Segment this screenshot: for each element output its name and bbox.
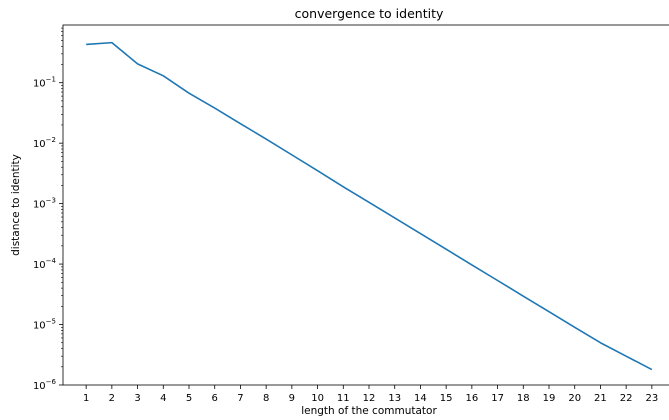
x-tick-label: 15	[440, 393, 453, 404]
x-tick-label: 1	[83, 393, 89, 404]
x-tick-label: 9	[289, 393, 295, 404]
y-tick-label: 10−6	[33, 378, 57, 392]
y-tick-label: 10−3	[33, 197, 56, 211]
x-tick-label: 4	[160, 393, 166, 404]
x-tick-label: 8	[263, 393, 269, 404]
y-tick-label: 10−4	[33, 257, 57, 271]
x-tick-label: 2	[109, 393, 115, 404]
x-tick-label: 17	[491, 393, 504, 404]
plot-frame	[62, 24, 669, 386]
x-tick-label: 12	[363, 393, 376, 404]
series-line	[86, 41, 653, 371]
x-tick-label: 19	[543, 393, 556, 404]
x-tick-label: 21	[594, 393, 607, 404]
x-axis-label: length of the commutator	[301, 405, 437, 417]
x-tick-label: 11	[337, 393, 350, 404]
x-tick-label: 3	[134, 393, 140, 404]
x-tick-label: 10	[311, 393, 324, 404]
x-tick-label: 18	[517, 393, 530, 404]
x-tick-label: 22	[620, 393, 633, 404]
x-tick-label: 14	[414, 393, 427, 404]
x-tick-label: 13	[388, 393, 401, 404]
y-tick-label: 10−5	[33, 318, 56, 332]
y-tick-label: 10−2	[33, 136, 56, 150]
x-tick-label: 16	[465, 393, 478, 404]
y-axis-label: distance to identity	[10, 154, 22, 256]
chart-title: convergence to identity	[295, 6, 444, 21]
x-tick-label: 7	[237, 393, 243, 404]
x-tick-label: 20	[568, 393, 581, 404]
x-axis: 1 2 3 4 5 6 7 8 9 10 11 12 13 14 15 16 17 18 19 20 21 22 23	[83, 385, 658, 404]
x-tick-label: 23	[645, 393, 658, 404]
y-tick-label: 10−1	[33, 76, 56, 90]
y-axis: 10−6 10−5 10−4 10−3 10−2 10−1	[33, 27, 63, 392]
x-tick-label: 5	[186, 393, 192, 404]
series-group	[86, 41, 653, 371]
x-tick-label: 6	[212, 393, 218, 404]
